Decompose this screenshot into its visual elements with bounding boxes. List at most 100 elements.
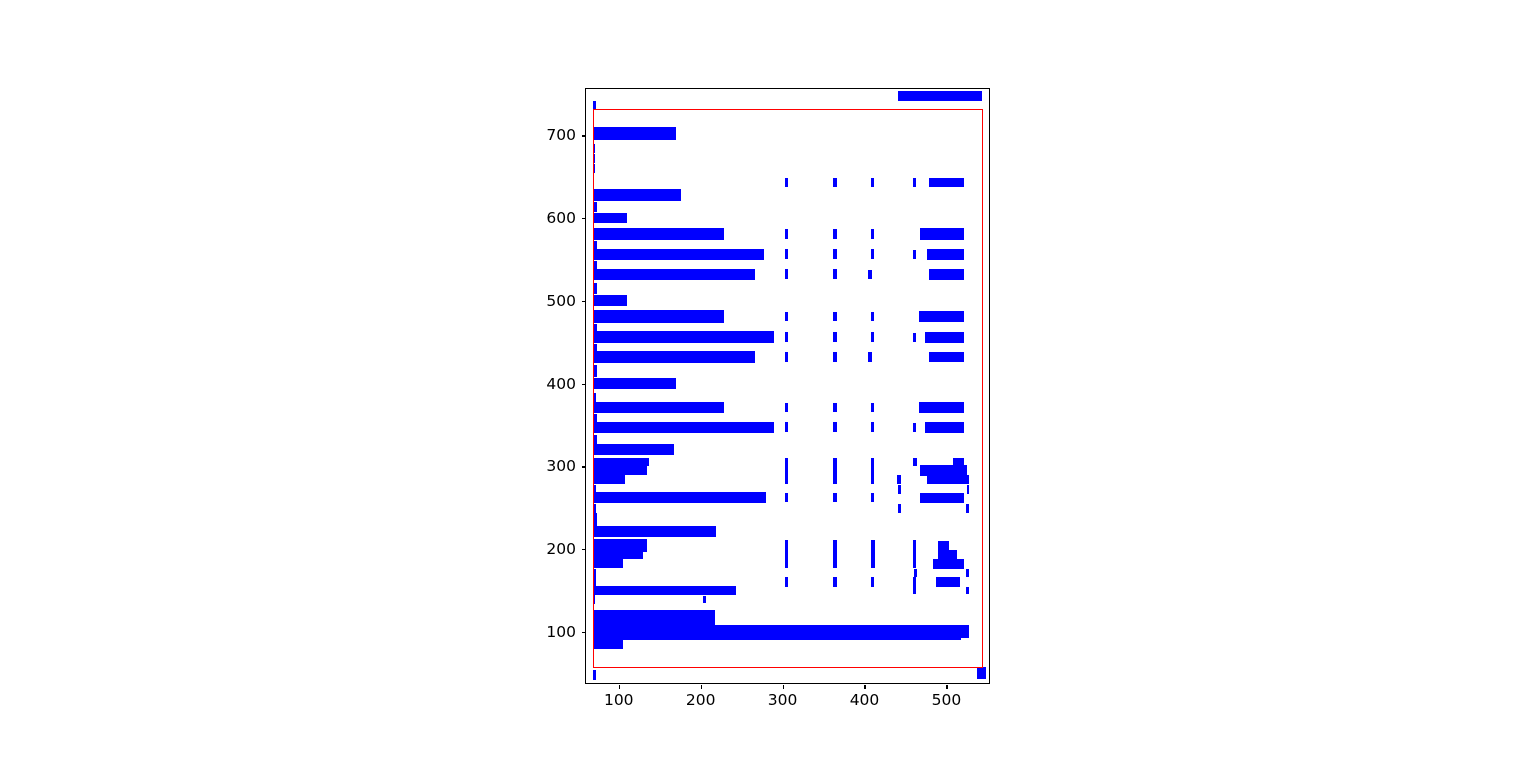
text-box-bar [592, 492, 767, 504]
x-tick-label-400: 400 [849, 691, 880, 709]
text-box-bar [833, 577, 837, 588]
text-box-bar [592, 550, 644, 560]
text-box-bar [912, 577, 917, 588]
text-box-bar [833, 465, 837, 475]
text-box-bar [933, 558, 964, 569]
text-box-bar [592, 512, 597, 526]
y-tick-label-600: 600 [546, 209, 576, 228]
y-tick-label-300: 300 [546, 457, 576, 476]
text-box-bar [833, 559, 837, 569]
text-box-bar [912, 457, 917, 467]
text-box-bar [785, 402, 789, 413]
text-box-bar [592, 414, 598, 425]
text-box-bar [833, 422, 837, 433]
y-tick-label-700: 700 [546, 126, 576, 145]
text-box-bar [926, 474, 970, 485]
text-box-bar [920, 227, 964, 240]
text-box-bar [925, 421, 964, 433]
text-box-bar [703, 596, 707, 603]
text-box-bar [871, 577, 875, 588]
text-box-bar [592, 569, 596, 577]
text-box-bar [952, 457, 964, 467]
x-tick-label-500: 500 [931, 691, 962, 709]
text-box-bar [592, 212, 627, 224]
text-box-bar [592, 525, 717, 538]
text-box-bar [871, 559, 876, 569]
y-tick-label-100: 100 [546, 622, 576, 641]
y-tick-400 [582, 383, 586, 385]
text-box-bar [898, 485, 901, 494]
text-box-bar [871, 422, 875, 433]
text-box-bar [912, 550, 917, 560]
text-box-bar [912, 539, 917, 552]
text-box-bar [592, 100, 596, 111]
plot-axes: 100 200 300 400 500 100 200 300 400 500 600 700 [546, 88, 990, 709]
text-box-bar [833, 332, 837, 343]
text-box-bar [785, 422, 789, 433]
text-box-bar [833, 352, 837, 362]
text-box-bar [912, 422, 917, 432]
text-box-bar [871, 249, 875, 260]
text-box-bar [966, 485, 970, 494]
text-box-bar [929, 268, 964, 280]
x-tick-400 [864, 685, 866, 689]
text-box-bar [785, 311, 789, 322]
text-box-bar [592, 401, 724, 414]
text-box-bar [833, 178, 837, 187]
text-box-bar [592, 153, 595, 164]
text-box-bar [912, 559, 917, 569]
text-box-bar [833, 474, 837, 485]
text-box-bar [592, 585, 736, 595]
text-box-bar [785, 332, 789, 343]
text-box-bar [871, 550, 876, 560]
text-box-bar [925, 331, 964, 343]
text-box-bar [785, 269, 789, 280]
x-tick-label-200: 200 [685, 691, 716, 709]
plot-surface [586, 89, 989, 683]
text-box-bar [871, 178, 875, 187]
text-box-bar [785, 577, 789, 588]
text-box-bar [833, 402, 837, 413]
text-box-bar [833, 228, 837, 239]
text-box-bar [938, 550, 958, 560]
text-box-bar [785, 539, 789, 552]
y-tick-600 [582, 218, 586, 220]
x-tick-100 [618, 685, 621, 689]
y-tick-500 [582, 300, 586, 303]
text-box-bar [833, 493, 837, 503]
text-box-bar [898, 504, 901, 513]
x-tick-label-300: 300 [767, 691, 798, 709]
y-tick-label-400: 400 [546, 374, 576, 393]
text-box-bar [871, 402, 875, 413]
text-box-bar [592, 474, 626, 485]
text-box-bar [920, 492, 964, 503]
text-box-bar [592, 351, 755, 363]
y-tick-200 [582, 548, 586, 551]
text-box-bar [785, 228, 789, 239]
x-tick-500 [946, 685, 948, 689]
text-box-bar [592, 295, 627, 307]
y-tick-100 [582, 631, 586, 633]
text-box-bar [592, 144, 595, 154]
text-box-bar [929, 351, 964, 363]
text-box-bar [592, 227, 724, 240]
text-box-bar [592, 435, 597, 446]
y-tick-300 [582, 466, 586, 468]
text-box-bar [867, 269, 872, 279]
text-box-bar [592, 323, 598, 334]
text-box-bar [592, 444, 675, 456]
text-box-bar [912, 332, 917, 342]
text-box-bar [912, 178, 917, 187]
text-box-bar [785, 559, 789, 569]
text-box-bar [592, 343, 598, 354]
text-box-bar [871, 332, 875, 343]
text-box-bar [785, 493, 789, 503]
text-box-bar [871, 465, 875, 475]
text-box-bar [592, 241, 598, 252]
text-box-bar [871, 539, 876, 552]
text-box-bar [785, 550, 789, 560]
text-box-bar [592, 378, 677, 389]
text-box-bar [592, 310, 724, 323]
text-box-bar [785, 457, 789, 467]
text-box-bar [833, 457, 837, 467]
